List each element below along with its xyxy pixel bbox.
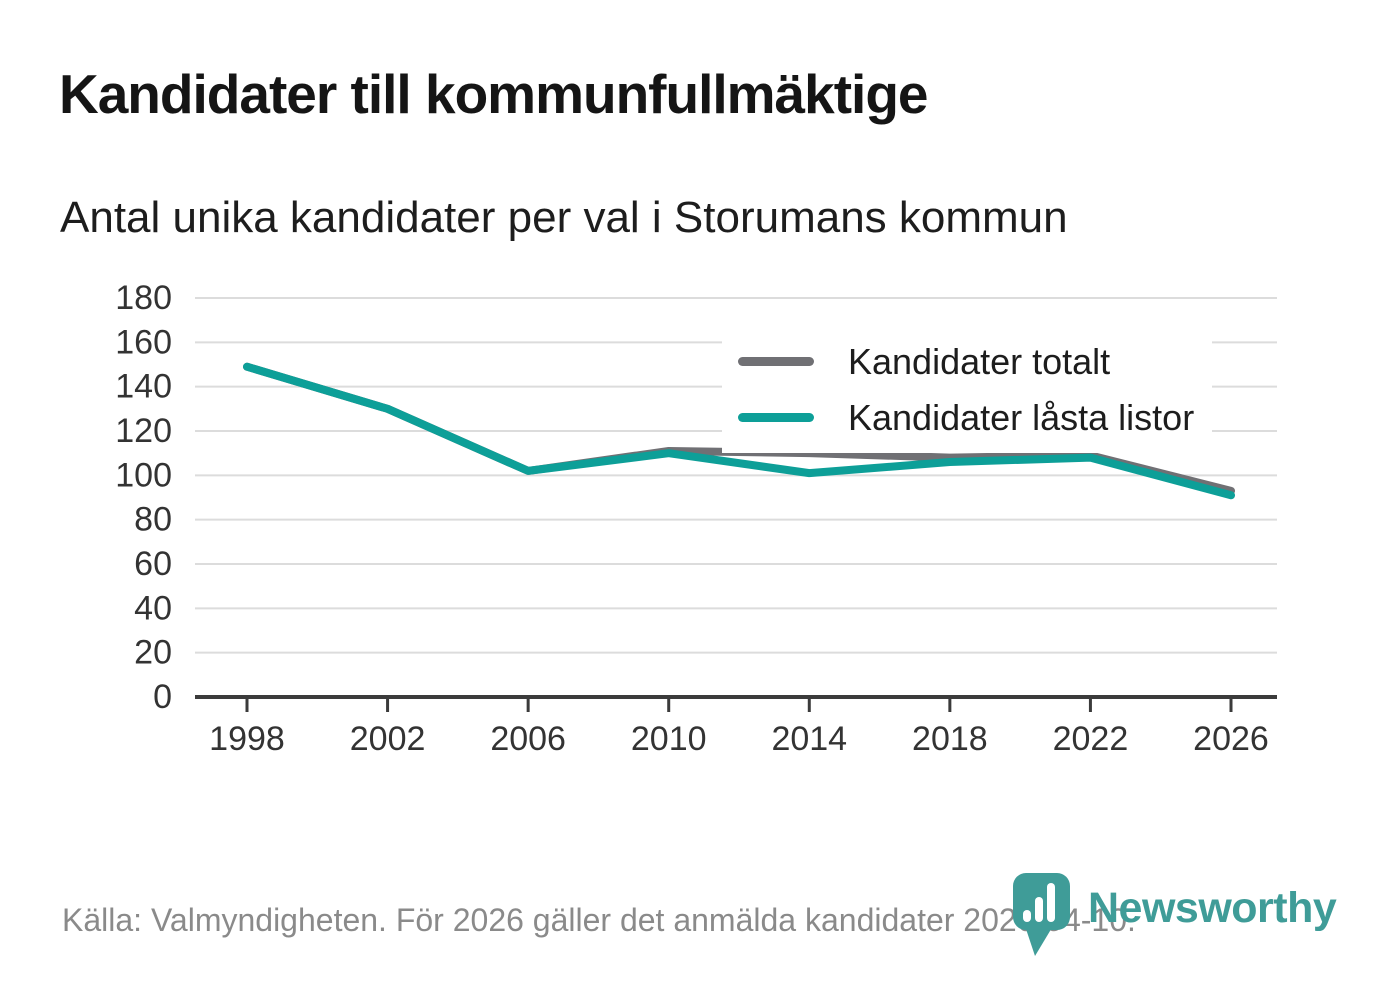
newsworthy-wordmark: Newsworthy — [1088, 884, 1337, 932]
logo-bar-medium — [1035, 897, 1043, 922]
x-axis-label: 2026 — [1193, 720, 1269, 758]
x-axis-label: 2014 — [771, 720, 847, 758]
legend: Kandidater totalt Kandidater låsta listo… — [722, 328, 1213, 454]
source-note: Källa: Valmyndigheten. För 2026 gäller d… — [62, 902, 1136, 938]
series-line-locked-lists — [243, 362, 1235, 500]
legend-label-locked-lists: Kandidater låsta listor — [848, 397, 1195, 439]
x-axis-label: 1998 — [209, 720, 285, 758]
y-axis-label: 100 — [115, 456, 172, 494]
y-axis-label: 140 — [115, 368, 172, 406]
x-axis-label: 2002 — [350, 720, 426, 758]
legend-item-total: Kandidater totalt — [738, 340, 1194, 383]
x-axis-label: 2010 — [631, 720, 707, 758]
y-axis-label: 60 — [134, 545, 172, 583]
y-axis-label: 80 — [134, 501, 172, 539]
legend-label-total: Kandidater totalt — [848, 341, 1111, 382]
x-axis-label: 2006 — [490, 720, 566, 758]
y-axis-label: 180 — [115, 279, 172, 317]
chart-subtitle: Antal unika kandidater per val i Storuma… — [60, 193, 1068, 242]
logo-bar-small — [1023, 910, 1031, 922]
newsworthy-pin-icon — [1013, 873, 1070, 956]
logo-bar-tall — [1047, 883, 1055, 922]
legend-swatch-total — [738, 357, 814, 367]
page-title: Kandidater till kommunfullmäktige — [59, 63, 929, 125]
y-axis-label: 120 — [115, 412, 172, 450]
legend-item-locked-lists: Kandidater låsta listor — [738, 396, 1194, 439]
y-axis-label: 0 — [153, 678, 172, 716]
legend-swatch-locked-lists — [738, 413, 814, 423]
x-axis-label: 2022 — [1053, 720, 1129, 758]
newsworthy-logo: Newsworthy — [1008, 872, 1337, 958]
x-axis-label: 2018 — [912, 720, 988, 758]
y-axis-label: 160 — [115, 323, 172, 361]
y-axis-label: 40 — [134, 589, 172, 627]
y-axis-label: 20 — [134, 634, 172, 672]
